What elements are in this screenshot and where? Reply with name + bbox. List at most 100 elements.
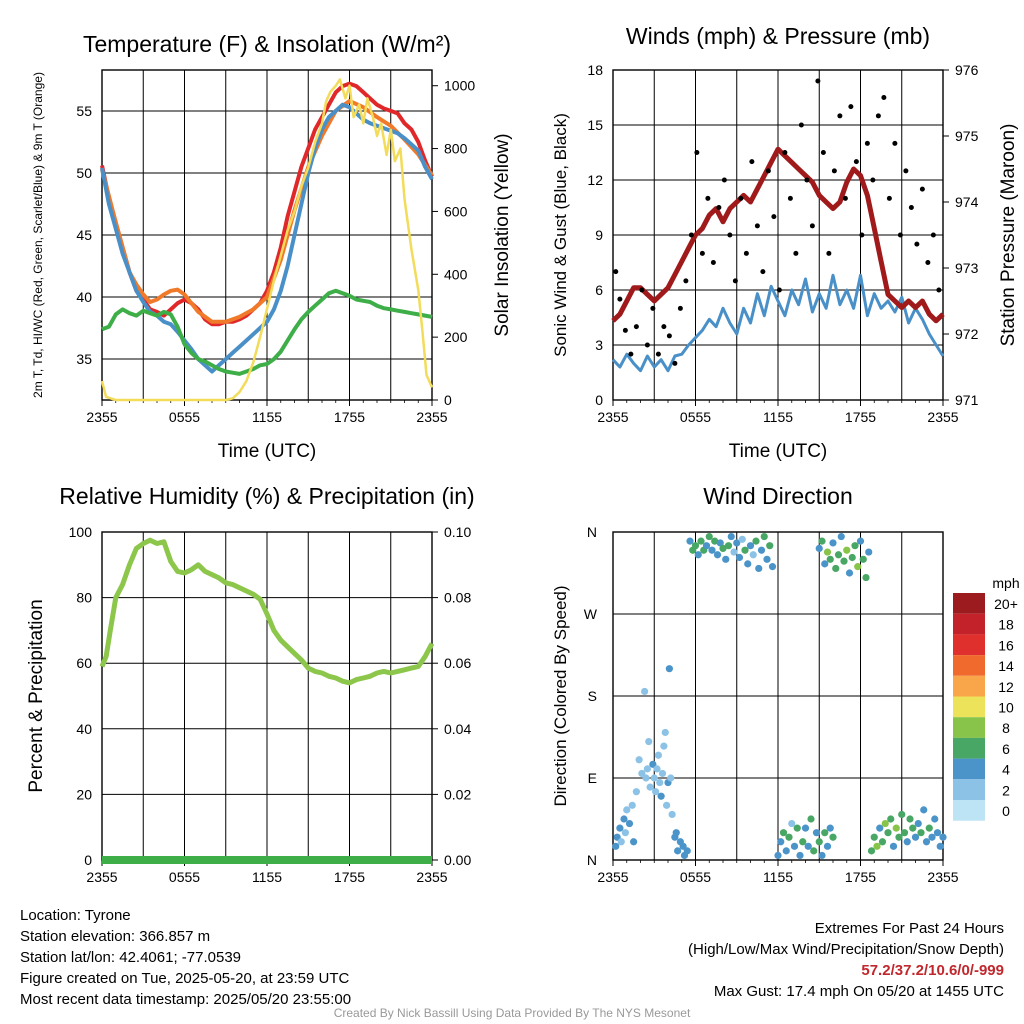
direction-point (663, 801, 671, 809)
gust-point (655, 351, 661, 357)
direction-point (793, 824, 801, 832)
direction-point (900, 829, 909, 837)
direction-point (620, 815, 628, 823)
y-right-tick-label: 800 (444, 141, 468, 157)
extremes-subtitle: (High/Low/Max Wind/Precipitation/Snow De… (688, 941, 1004, 958)
y-tick-label: 40 (76, 289, 92, 305)
series-line (611, 146, 945, 324)
gust-point (908, 205, 914, 210)
direction-point (807, 815, 815, 823)
y-right-tick-label: 0 (444, 392, 452, 408)
y-right-tick-label: 600 (444, 203, 468, 219)
figure-created: Figure created on Tue, 2025-05-20, at 23… (20, 970, 350, 987)
direction-point (785, 833, 793, 841)
gust-point (721, 177, 727, 183)
y-right-tick-label: 1000 (444, 78, 475, 94)
direction-point (746, 542, 755, 550)
y-tick-label: 40 (76, 721, 92, 737)
chart-title: Relative Humidity (%) & Precipitation (i… (59, 483, 474, 509)
direction-point (621, 829, 629, 837)
direction-point (810, 847, 818, 855)
y-tick-label: 50 (76, 165, 92, 181)
gust-point (613, 269, 619, 275)
gust-point (705, 195, 711, 201)
direction-point (821, 560, 829, 568)
direction-point (843, 546, 851, 554)
gust-point (666, 333, 672, 339)
direction-point (719, 544, 727, 553)
chart-title: Winds (mph) & Pressure (mb) (626, 23, 930, 49)
y-right-tick-label: 0.10 (444, 524, 471, 540)
legend-swatch (953, 758, 985, 780)
y-right-axis-label: Station Pressure (Maroon) (998, 124, 1019, 347)
gust-point (815, 78, 821, 84)
direction-point (870, 833, 878, 841)
direction-point (665, 665, 673, 673)
gust-point (688, 232, 694, 238)
direction-point (768, 563, 777, 571)
direction-point (892, 824, 900, 832)
direction-point (826, 555, 834, 563)
gust-point (892, 140, 898, 146)
legend-swatch (953, 634, 985, 656)
gust-point (870, 177, 876, 183)
y-axis-label: Direction (Colored By Speed) (551, 585, 570, 806)
direction-point (801, 824, 810, 832)
y-tick-label: 3 (595, 337, 603, 353)
direction-point (683, 847, 691, 855)
direction-point (749, 551, 757, 559)
y-tick-label: S (588, 688, 597, 704)
direction-point (906, 815, 914, 823)
direction-point (667, 774, 675, 782)
direction-point (630, 838, 638, 846)
direction-point (674, 847, 682, 855)
direction-point (931, 815, 939, 823)
x-tick-label: 0555 (169, 409, 200, 425)
x-tick-label: 0555 (169, 869, 200, 885)
y-tick-label: 80 (76, 590, 92, 606)
legend-label: 2 (1002, 782, 1010, 798)
y-tick-label: 9 (595, 227, 603, 243)
direction-point (936, 842, 944, 850)
direction-point (851, 542, 859, 550)
x-tick-label: 1755 (845, 409, 876, 425)
gust-point (644, 342, 650, 348)
direction-point (628, 801, 636, 809)
x-tick-label: 2355 (927, 409, 958, 425)
direction-point (612, 842, 620, 850)
y-axis-label: Percent & Precipitation (26, 599, 47, 792)
gust-point (771, 214, 777, 220)
direction-point (826, 824, 834, 832)
legend-label: 10 (998, 700, 1014, 716)
direction-point (679, 842, 687, 850)
gust-point (886, 195, 892, 201)
direction-point (796, 851, 804, 860)
x-tick-label: 1155 (252, 409, 282, 425)
gust-point (738, 195, 744, 201)
direction-point (722, 555, 730, 563)
direction-point (705, 532, 713, 541)
direction-point (848, 553, 856, 562)
legend-swatch (953, 613, 985, 635)
direction-point (661, 728, 669, 737)
gust-point (848, 104, 854, 110)
direction-point (697, 537, 705, 545)
direction-point (711, 537, 719, 545)
direction-point (933, 829, 942, 837)
direction-point (859, 555, 867, 563)
gust-point (710, 260, 716, 265)
direction-point (642, 774, 650, 782)
station-elevation: Station elevation: 366.857 m (20, 928, 211, 945)
direction-point (654, 751, 662, 759)
legend-swatch (953, 675, 985, 697)
x-tick-label: 1155 (252, 869, 282, 885)
direction-point (815, 544, 823, 553)
direction-point (856, 537, 865, 545)
direction-point (613, 833, 621, 841)
x-axis-label: Time (UTC) (729, 441, 828, 462)
y-right-tick-label: 0.04 (444, 721, 471, 737)
direction-point (774, 851, 782, 860)
legend-label: 6 (1002, 741, 1010, 757)
series-line (100, 81, 434, 327)
